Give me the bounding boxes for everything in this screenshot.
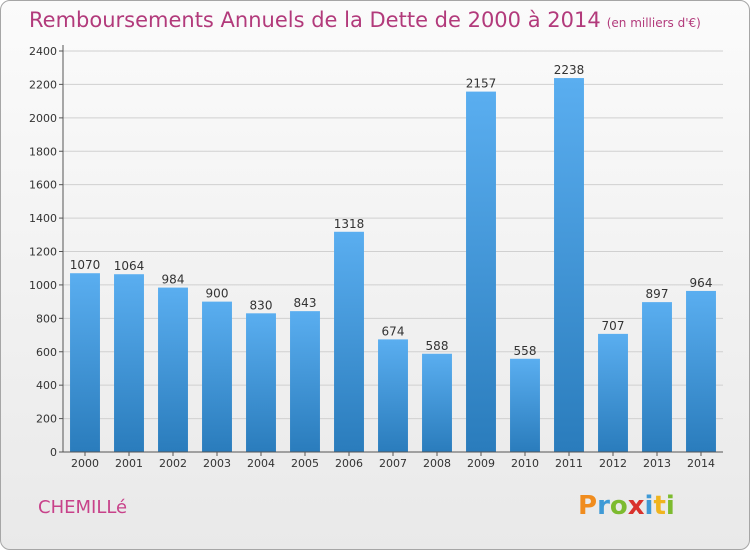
y-tick-label: 600	[36, 346, 57, 359]
bars: 1070 1064 984 900 830 843 1318 674 588 2157 558 223…	[70, 63, 716, 452]
x-tick-label-2007: 2007	[379, 457, 407, 470]
logo-letter: P	[578, 491, 598, 521]
bar-2013	[642, 302, 672, 452]
data-label-2004: 830	[250, 298, 273, 312]
data-label-2008: 588	[426, 339, 449, 353]
x-tick-label-2008: 2008	[423, 457, 451, 470]
y-tick-label: 1400	[29, 212, 57, 225]
bar-2012	[598, 333, 628, 452]
logo-letter: o	[609, 491, 628, 521]
proxiti-logo: Proxiti	[578, 491, 675, 521]
x-tick-label-2004: 2004	[247, 457, 275, 470]
bar-2014	[686, 290, 716, 452]
logo-letter: i	[665, 491, 675, 521]
y-tick-label: 400	[36, 379, 57, 392]
x-tick-label-2010: 2010	[511, 457, 539, 470]
y-tick-label: 0	[50, 446, 57, 459]
y-tick-label: 2000	[29, 112, 57, 125]
y-tick-label: 1200	[29, 246, 57, 259]
data-label-2003: 900	[206, 287, 229, 301]
y-tick-label: 1800	[29, 145, 57, 158]
data-label-2001: 1064	[114, 259, 145, 273]
x-tick-label-2012: 2012	[599, 457, 627, 470]
bar-2006	[334, 231, 364, 452]
data-label-2006: 1318	[334, 217, 365, 231]
logo-letter: x	[627, 491, 645, 521]
data-label-2005: 843	[294, 296, 317, 310]
y-tick-label: 1000	[29, 279, 57, 292]
data-label-2007: 674	[382, 324, 405, 338]
y-tick-label: 200	[36, 413, 57, 426]
bar-2007	[378, 339, 408, 452]
x-tick-label-2001: 2001	[115, 457, 143, 470]
data-label-2009: 2157	[466, 77, 497, 91]
data-label-2010: 558	[514, 344, 537, 358]
bar-2010	[510, 358, 540, 452]
chart-unit: (en milliers d'€)	[606, 16, 701, 30]
x-tick-label-2013: 2013	[643, 457, 671, 470]
logo-letter: i	[644, 491, 654, 521]
x-tick-label-2000: 2000	[71, 457, 99, 470]
data-label-2002: 984	[162, 273, 185, 287]
bar-2005	[290, 311, 320, 452]
bar-2001	[114, 274, 144, 452]
data-label-2011: 2238	[554, 63, 585, 77]
bar-2002	[158, 287, 188, 452]
data-label-2014: 964	[690, 276, 713, 290]
axes: 0 200 400 600 800 1000 1200 1400 1600 1800 2000 220…	[29, 45, 723, 470]
logo-letter: r	[597, 491, 610, 521]
data-label-2012: 707	[602, 319, 625, 333]
bar-2003	[202, 301, 232, 452]
chart-title-text: Remboursements Annuels de la Dette de 20…	[29, 8, 601, 32]
commune-name: CHEMILLé	[38, 497, 128, 518]
data-label-2000: 1070	[70, 258, 101, 272]
bar-2000	[70, 273, 100, 452]
bar-2011	[554, 78, 584, 452]
x-tick-label-2005: 2005	[291, 457, 319, 470]
y-tick-label: 800	[36, 312, 57, 325]
x-tick-label-2002: 2002	[159, 457, 187, 470]
x-tick-label-2014: 2014	[687, 457, 715, 470]
x-tick-label-2009: 2009	[467, 457, 495, 470]
bar-2009	[466, 91, 496, 452]
x-tick-label-2003: 2003	[203, 457, 231, 470]
x-tick-label-2006: 2006	[335, 457, 363, 470]
data-label-2013: 897	[646, 287, 669, 301]
x-tick-label-2011: 2011	[555, 457, 583, 470]
chart-title: Remboursements Annuels de la Dette de 20…	[29, 8, 701, 32]
bar-2008	[422, 353, 452, 452]
y-tick-label: 2200	[29, 78, 57, 91]
logo-letter: t	[653, 491, 666, 521]
bar-2004	[246, 313, 276, 452]
y-tick-label: 1600	[29, 179, 57, 192]
y-tick-label: 2400	[29, 45, 57, 58]
